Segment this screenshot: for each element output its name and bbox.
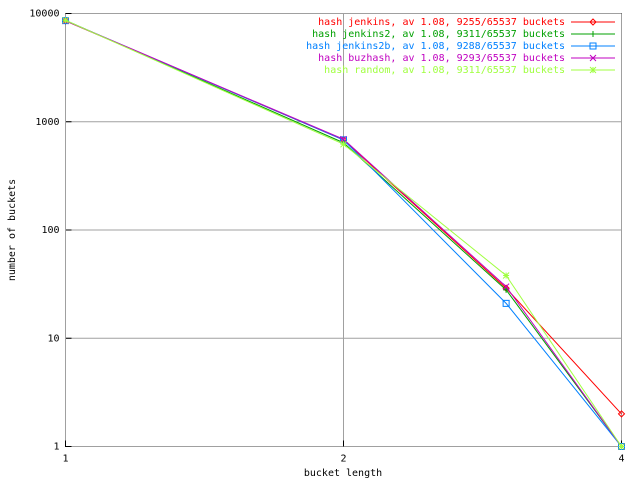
point-marker bbox=[62, 16, 69, 24]
point-marker bbox=[340, 135, 347, 143]
point-marker bbox=[502, 299, 510, 307]
legend-label: hash buzhash, av 1.08, 9293/65537 bucket… bbox=[318, 53, 565, 64]
series-line bbox=[65, 19, 622, 447]
x-axis-label: bucket length bbox=[304, 468, 382, 479]
legend-marker bbox=[589, 18, 597, 26]
legend-label: hash jenkins2, av 1.08, 9311/65537 bucke… bbox=[312, 29, 565, 40]
legend-label: hash random, av 1.08, 9311/65537 buckets bbox=[324, 65, 565, 76]
legend-label: hash jenkins2b, av 1.08, 9288/65537 buck… bbox=[306, 41, 565, 52]
point-marker bbox=[340, 136, 347, 144]
point-marker bbox=[340, 140, 347, 148]
series-line bbox=[65, 19, 622, 447]
x-tick-label: 1 bbox=[62, 454, 68, 465]
point-marker bbox=[502, 283, 510, 290]
y-tick-label: 10 bbox=[47, 333, 59, 344]
series-line bbox=[65, 20, 622, 447]
x-tick-label: 4 bbox=[618, 454, 624, 465]
y-tick-label: 1 bbox=[53, 442, 59, 453]
y-tick-label: 10000 bbox=[29, 9, 59, 20]
legend-label: hash jenkins, av 1.08, 9255/65537 bucket… bbox=[318, 17, 565, 28]
legend-marker bbox=[590, 31, 596, 37]
legend-marker bbox=[589, 54, 597, 62]
point-marker bbox=[502, 272, 510, 279]
y-tick-label: 1000 bbox=[35, 117, 59, 128]
point-marker bbox=[618, 443, 625, 450]
legend-marker bbox=[589, 42, 597, 50]
y-tick-label: 100 bbox=[41, 225, 59, 236]
x-tick-label: 2 bbox=[340, 454, 346, 465]
point-marker bbox=[617, 410, 626, 418]
y-axis-label: number of buckets bbox=[7, 179, 18, 281]
legend-marker bbox=[589, 66, 597, 74]
